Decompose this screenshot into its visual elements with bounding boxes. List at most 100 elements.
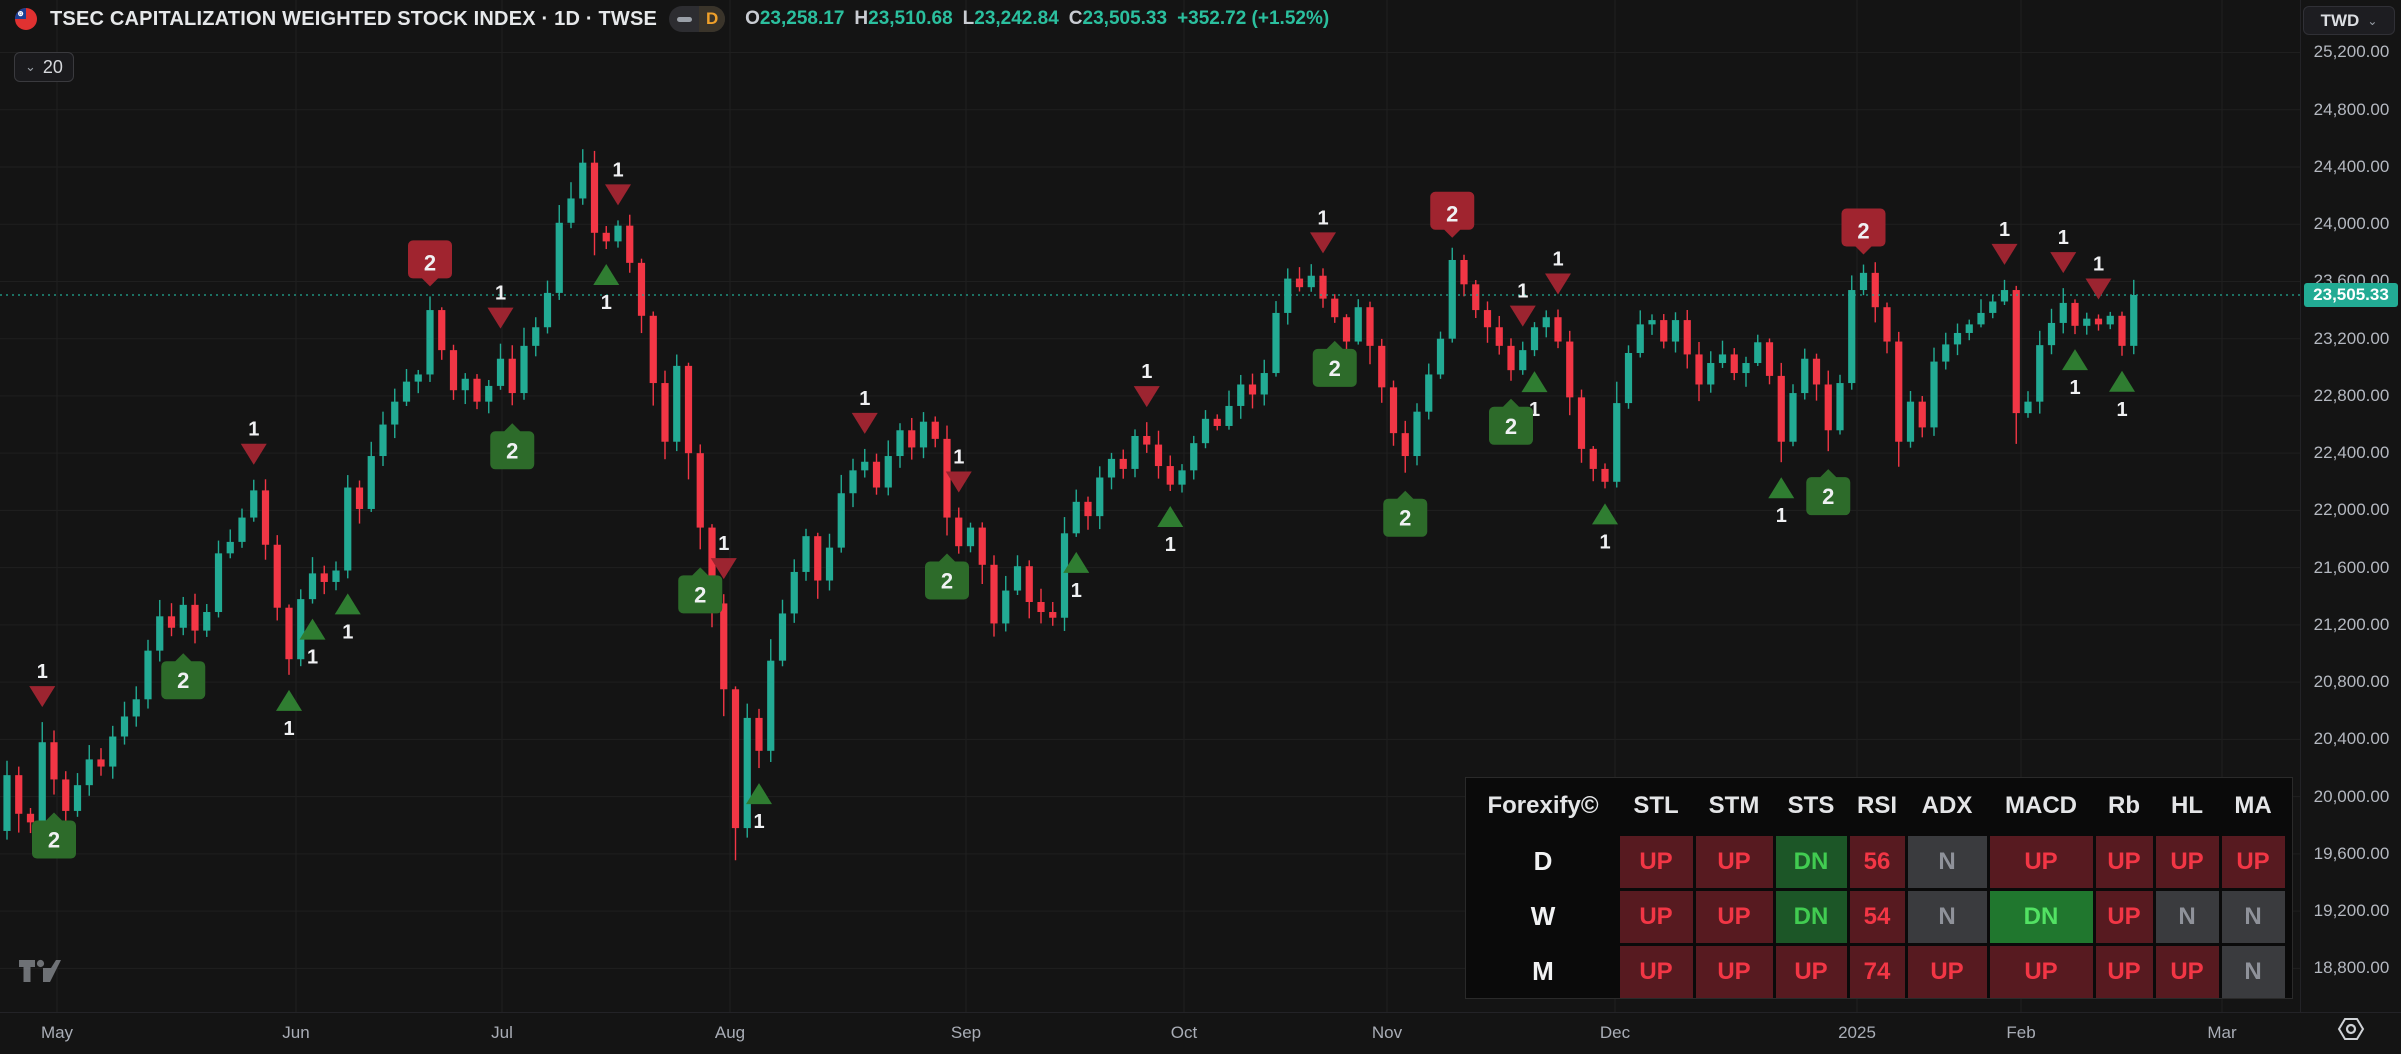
indicator-count: 20 bbox=[42, 56, 63, 77]
time-tick-label: Jul bbox=[491, 1023, 513, 1042]
buy-signal-triangle-icon bbox=[1592, 503, 1618, 525]
signal-cell: UP bbox=[1619, 945, 1693, 998]
sell-signal-triangle-icon bbox=[1545, 273, 1571, 295]
signal-cell: UP bbox=[2095, 835, 2153, 888]
svg-text:2: 2 bbox=[177, 668, 189, 693]
sell-signal-badge-icon bbox=[1430, 191, 1475, 238]
buy-signal-triangle-icon bbox=[2109, 370, 2135, 392]
candles bbox=[3, 149, 2138, 861]
price-tick-label: 24,800.00 bbox=[2313, 99, 2390, 119]
svg-text:1: 1 bbox=[2069, 377, 2080, 399]
price-tick-label: 20,000.00 bbox=[2313, 786, 2390, 806]
svg-text:2: 2 bbox=[1399, 506, 1411, 531]
signal-cell: UP bbox=[1989, 945, 2093, 998]
price-axis-settings-gear-icon[interactable] bbox=[2336, 1016, 2366, 1042]
column-header: Rb bbox=[2108, 792, 2140, 819]
price-tick-label: 22,000.00 bbox=[2313, 500, 2390, 520]
currency-label: TWD bbox=[2320, 10, 2360, 30]
svg-text:2: 2 bbox=[1446, 202, 1458, 227]
svg-text:1: 1 bbox=[342, 621, 353, 643]
sell-signal-triangle-icon bbox=[605, 184, 631, 206]
time-tick-label: Sep bbox=[950, 1023, 982, 1042]
signal-cell: 56 bbox=[1849, 835, 1905, 888]
ohlc-readout: O23,258.17 H23,510.68 L23,242.84 C23,505… bbox=[745, 8, 1329, 30]
svg-text:1: 1 bbox=[37, 661, 48, 683]
price-tick-label: 24,400.00 bbox=[2313, 156, 2390, 176]
signal-cell: UP bbox=[1619, 890, 1693, 943]
signal-cell: UP bbox=[2155, 945, 2219, 998]
svg-text:1: 1 bbox=[307, 647, 318, 669]
column-header: MA bbox=[2234, 792, 2272, 819]
buy-signal-badge-icon bbox=[1383, 490, 1428, 537]
signal-cell: UP bbox=[1695, 890, 1773, 943]
interval-toggle[interactable]: D bbox=[669, 6, 726, 32]
svg-text:1: 1 bbox=[1529, 399, 1540, 421]
column-header: HL bbox=[2171, 792, 2203, 819]
buy-signal-badge-icon bbox=[1806, 469, 1851, 516]
table-title: Forexify© bbox=[1487, 792, 1599, 819]
signal-cell: UP bbox=[1775, 945, 1847, 998]
interval-badge: D bbox=[699, 6, 726, 32]
signal-cell: UP bbox=[2095, 945, 2153, 998]
price-tick-label: 19,600.00 bbox=[2313, 843, 2390, 863]
signal-cell: N bbox=[2221, 945, 2285, 998]
svg-text:2: 2 bbox=[941, 568, 953, 593]
column-header: STM bbox=[1708, 792, 1760, 819]
time-tick-label: Jun bbox=[282, 1023, 310, 1042]
table-row: W UP UP DN 54 N DN UP N N bbox=[1468, 889, 2290, 944]
svg-text:2: 2 bbox=[48, 828, 60, 853]
svg-text:1: 1 bbox=[718, 533, 729, 555]
price-tick-label: 23,200.00 bbox=[2313, 328, 2390, 348]
svg-text:2: 2 bbox=[424, 250, 436, 275]
svg-text:2: 2 bbox=[1822, 484, 1834, 509]
signal-cell: N bbox=[2155, 890, 2219, 943]
price-tick-label: 22,400.00 bbox=[2313, 443, 2390, 463]
low-value: 23,242.84 bbox=[974, 8, 1059, 29]
high-value: 23,510.68 bbox=[868, 8, 953, 29]
signal-cell: 74 bbox=[1849, 945, 1905, 998]
high-label: H bbox=[854, 8, 869, 29]
svg-text:1: 1 bbox=[953, 447, 964, 469]
time-tick-label: Oct bbox=[1170, 1023, 1198, 1042]
svg-text:1: 1 bbox=[753, 811, 764, 833]
symbol-title[interactable]: TSEC CAPITALIZATION WEIGHTED STOCK INDEX… bbox=[50, 7, 658, 30]
buy-signal-badge-icon bbox=[1489, 398, 1533, 445]
time-tick-label: Nov bbox=[1371, 1023, 1403, 1042]
svg-text:1: 1 bbox=[1599, 531, 1610, 553]
time-tick-label: May bbox=[40, 1023, 74, 1042]
minimize-dash-icon bbox=[669, 6, 699, 32]
sell-signal-triangle-icon bbox=[1310, 232, 1336, 254]
sell-signal-triangle-icon bbox=[2085, 278, 2112, 300]
price-tick-label: 19,200.00 bbox=[2313, 901, 2390, 921]
forexify-signal-table: Forexify© STL STM STS RSI ADX MACD Rb HL MA D UP UP D… bbox=[1465, 777, 2293, 999]
svg-text:1: 1 bbox=[1999, 219, 2010, 241]
signal-cell: UP bbox=[2095, 890, 2153, 943]
buy-signal-triangle-icon bbox=[1063, 551, 1090, 573]
signal-cell: DN bbox=[1775, 890, 1847, 943]
signal-cell: 54 bbox=[1849, 890, 1905, 943]
signal-cell: UP bbox=[1695, 835, 1773, 888]
currency-selector-button[interactable]: TWD ⌄ bbox=[2303, 6, 2395, 35]
tradingview-logo[interactable] bbox=[18, 958, 62, 984]
signal-cell: UP bbox=[2221, 835, 2285, 888]
svg-text:1: 1 bbox=[1071, 580, 1082, 602]
buy-signal-badge-icon bbox=[490, 423, 535, 470]
indicator-collapse-button[interactable]: ⌄ 20 bbox=[14, 52, 74, 82]
price-axis[interactable]: 25,200.00 24,800.00 24,400.00 24,000.00 23,6… bbox=[2300, 0, 2401, 1012]
time-tick-label: Feb bbox=[2006, 1023, 2036, 1042]
buy-signal-badge-icon bbox=[161, 653, 206, 700]
sell-signal-badge-icon bbox=[408, 240, 452, 287]
signal-cell: UP bbox=[1989, 835, 2093, 888]
row-label: D bbox=[1533, 846, 1553, 876]
buy-signal-badge-icon bbox=[32, 812, 76, 859]
svg-text:1: 1 bbox=[1517, 281, 1528, 303]
price-tick-label: 25,200.00 bbox=[2313, 42, 2390, 62]
last-price-label: 23,505.33 bbox=[2304, 283, 2398, 307]
svg-text:1: 1 bbox=[495, 283, 506, 305]
time-axis[interactable]: May Jun Jul Aug Sep Oct Nov Dec 2025 Feb Mar bbox=[0, 1012, 2401, 1054]
sell-signal-triangle-icon bbox=[29, 686, 56, 708]
